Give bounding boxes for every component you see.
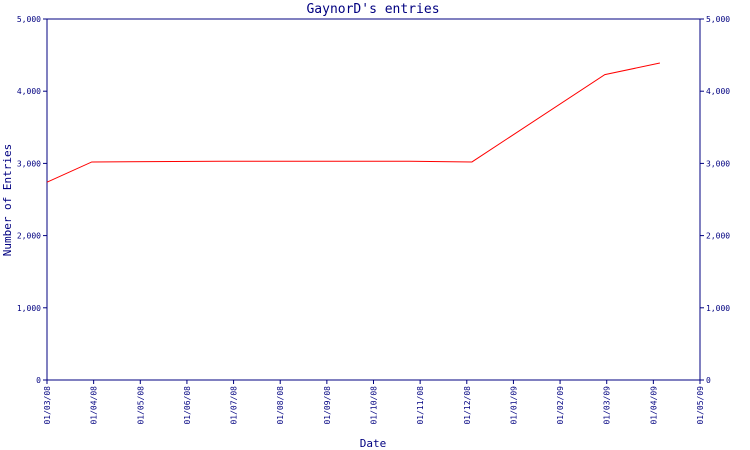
x-tick-label: 01/12/08 xyxy=(463,386,472,425)
x-tick-label: 01/02/09 xyxy=(556,386,565,425)
data-line xyxy=(46,62,660,183)
y-tick-label: 4,000 xyxy=(17,87,41,96)
x-tick-label: 01/11/08 xyxy=(416,386,425,425)
x-tick-label: 01/04/08 xyxy=(90,386,99,425)
y-tick-label: 3,000 xyxy=(17,159,41,168)
y-tick-label: 5,000 xyxy=(17,15,41,24)
y2-tick-label: 3,000 xyxy=(706,159,730,168)
x-axis-label: Date xyxy=(360,437,387,450)
y-tick-label: 0 xyxy=(36,376,41,385)
chart-title: GaynorD's entries xyxy=(306,2,439,17)
y-tick-label: 1,000 xyxy=(17,304,41,313)
x-tick-label: 01/08/08 xyxy=(276,386,285,425)
x-tick-label: 01/03/08 xyxy=(43,386,52,425)
y2-tick-label: 5,000 xyxy=(706,15,730,24)
y2-tick-label: 2,000 xyxy=(706,232,730,241)
y-axis-label: Number of Entries xyxy=(1,144,14,257)
plot-frame xyxy=(46,18,701,381)
x-tick-label: 01/01/09 xyxy=(509,386,518,425)
x-tick-label: 01/07/08 xyxy=(230,386,239,425)
y2-tick-label: 0 xyxy=(706,376,711,385)
y2-tick-label: 1,000 xyxy=(706,304,730,313)
x-tick-label: 01/05/08 xyxy=(136,386,145,425)
x-tick-label: 01/04/09 xyxy=(649,386,658,425)
x-tick-label: 01/06/08 xyxy=(183,386,192,425)
y-tick-label: 2,000 xyxy=(17,232,41,241)
x-tick-label: 01/05/09 xyxy=(696,386,705,425)
x-tick-label: 01/09/08 xyxy=(323,386,332,425)
x-tick-label: 01/10/08 xyxy=(370,386,379,425)
y2-tick-label: 4,000 xyxy=(706,87,730,96)
x-tick-label: 01/03/09 xyxy=(603,386,612,425)
